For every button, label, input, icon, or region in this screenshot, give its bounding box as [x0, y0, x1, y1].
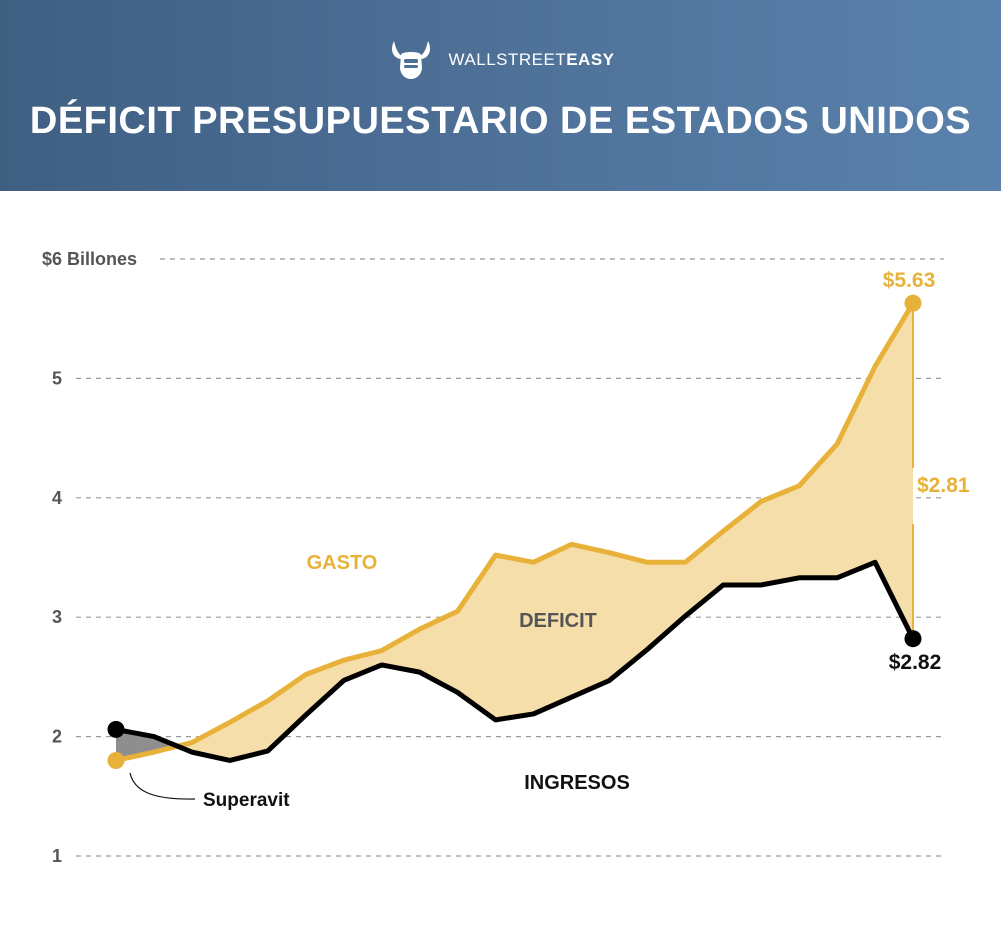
- revenue-label: INGRESOS: [524, 772, 630, 794]
- fill-layer: [116, 303, 913, 761]
- y-tick-label: 3: [52, 607, 62, 627]
- revenue-start-dot: [107, 720, 125, 738]
- deficit-label: DEFICIT: [519, 610, 597, 632]
- line-layer: [107, 294, 922, 800]
- deficit-area: [116, 303, 913, 761]
- revenue-line: [113, 559, 916, 763]
- y-tick-label: 2: [52, 727, 62, 747]
- y-tick-label: $6 Billones: [42, 249, 137, 269]
- spending-label: GASTO: [307, 552, 378, 574]
- y-tick-label: 1: [52, 846, 62, 866]
- end-revenue-value: $2.82: [889, 651, 942, 674]
- surplus-callout: [129, 772, 196, 800]
- brand-name: WALLSTREETEASY: [448, 50, 615, 69]
- surplus-area: [116, 729, 173, 761]
- surplus-label: Superavit: [203, 790, 290, 811]
- bull-fist-icon: [392, 41, 431, 79]
- spending-end-dot: [904, 294, 922, 312]
- label-layer: GASTO INGRESOS DEFICIT Superavit $5.63 $2.82 $…: [203, 269, 970, 811]
- spending-start-dot: [107, 751, 125, 769]
- brand: WALLSTREETEASY: [0, 30, 1001, 90]
- spending-line: [113, 300, 916, 763]
- revenue-end-dot: [904, 630, 922, 648]
- end-gap-value: $2.81: [917, 474, 970, 497]
- y-tick-label: 5: [52, 368, 62, 388]
- end-spending-value: $5.63: [883, 269, 936, 292]
- chart-title: DÉFICIT PRESUPUESTARIO DE ESTADOS UNIDOS: [29, 100, 972, 142]
- header-banner: WALLSTREETEASY DÉFICIT PRESUPUESTARIO DE…: [0, 0, 1001, 191]
- y-tick-label: 4: [52, 488, 62, 508]
